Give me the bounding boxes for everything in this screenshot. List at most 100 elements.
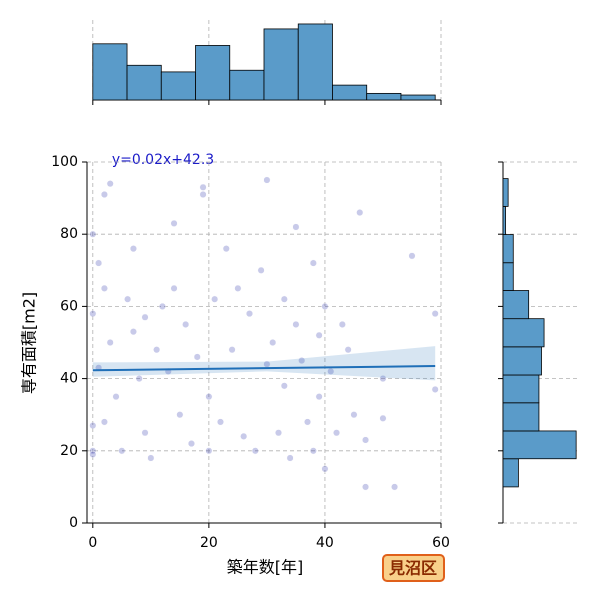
scatter-point [129,245,137,253]
scatter-point [251,447,259,455]
scatter-point [245,310,254,318]
scatter-point [95,259,103,267]
scatter-point [257,266,265,274]
scatter-point [106,338,114,347]
x-tick-label: 40 [316,535,334,551]
scatter-point [303,418,312,426]
scatter-point [153,346,161,354]
scatter-point [112,393,120,401]
label-box [382,554,445,582]
scatter-point [356,208,364,217]
hist-bar [502,346,542,376]
scatter-point [205,447,213,455]
scatter-point [274,429,283,437]
y-axis-label: 専有面積[m2] [20,292,39,394]
hist-bar [502,178,509,207]
scatter-point [158,302,166,310]
scatter-point [228,346,236,354]
scatter-point [89,310,97,318]
scatter-point [100,284,108,292]
scatter-point [240,432,248,440]
scatter-point [199,190,207,199]
scatter-point [193,353,201,361]
scatter-point [286,454,294,462]
annotation: y=0.02x+42.3 [112,152,214,168]
scatter-point [216,418,225,426]
scatter-point [344,346,352,354]
scatter-point [391,483,399,491]
scatter-point [298,357,306,365]
scatter-point [182,320,190,329]
hist-bar [366,92,402,101]
scatter-point [292,223,300,231]
hist-bar [502,206,506,235]
scatter-point [338,320,346,329]
scatter-point [269,338,277,347]
x-tick-label: 0 [88,535,97,551]
scatter-point [280,382,288,390]
scatter-point [89,447,97,455]
scatter-point [234,284,242,292]
scatter-point [205,393,213,401]
scatter-point [292,320,300,329]
scatter-point [100,418,108,426]
x-axis-label: 築年数[年] [227,558,304,577]
regression-line [92,365,436,372]
hist-bar [160,71,196,101]
hist-bar [229,69,265,101]
y-tick-label: 100 [51,154,78,170]
scatter-point [147,454,155,462]
hist-bar [502,234,514,264]
y-tick-label: 60 [60,298,78,314]
scatter-point [350,411,358,419]
hist-bar [92,43,128,101]
scatter-point [408,252,416,260]
scatter-point [379,414,387,422]
scatter-point [100,190,108,199]
scatter-point [321,465,329,473]
scatter-point [280,295,288,303]
y-tick-label: 20 [60,443,78,459]
scatter-point [431,310,439,318]
hist-bar [502,318,545,348]
hist-bar [332,84,368,101]
hist-bar [195,45,231,101]
y-tick-label: 40 [60,371,78,387]
scatter-point [89,421,97,430]
scatter-point [379,375,387,383]
x-tick-label: 20 [200,535,218,551]
scatter-point [199,183,207,191]
hist-bar [297,23,333,101]
scatter-point [315,331,323,339]
hist-bar [126,64,162,101]
hist-bar [502,402,540,432]
scatter-point [118,447,126,455]
scatter-point [332,429,341,437]
y-tick-label: 0 [69,515,78,531]
scatter-point [187,440,196,448]
scatter-point [309,259,317,267]
scatter-point [222,245,230,253]
x-tick-label: 60 [432,535,450,551]
scatter-point [321,302,329,310]
scatter-point [170,284,178,292]
hist-bar [502,374,540,404]
confidence-band [92,346,436,381]
scatter-point [135,375,143,383]
y-tick-label: 80 [60,226,78,242]
scatter-point [141,313,149,321]
scatter-point [211,295,219,303]
scatter-point [362,483,370,491]
district-label: 見沼区 [388,559,437,578]
scatter-point [124,295,132,303]
scatter-point [106,180,114,188]
scatter-point [431,385,439,393]
scatter-point [141,429,149,437]
scatter-point [129,328,137,336]
scatter-point [176,411,184,419]
hist-bar [400,94,436,101]
scatter-point [89,230,97,238]
scatter-point [170,219,178,227]
scatter-point [362,436,370,444]
